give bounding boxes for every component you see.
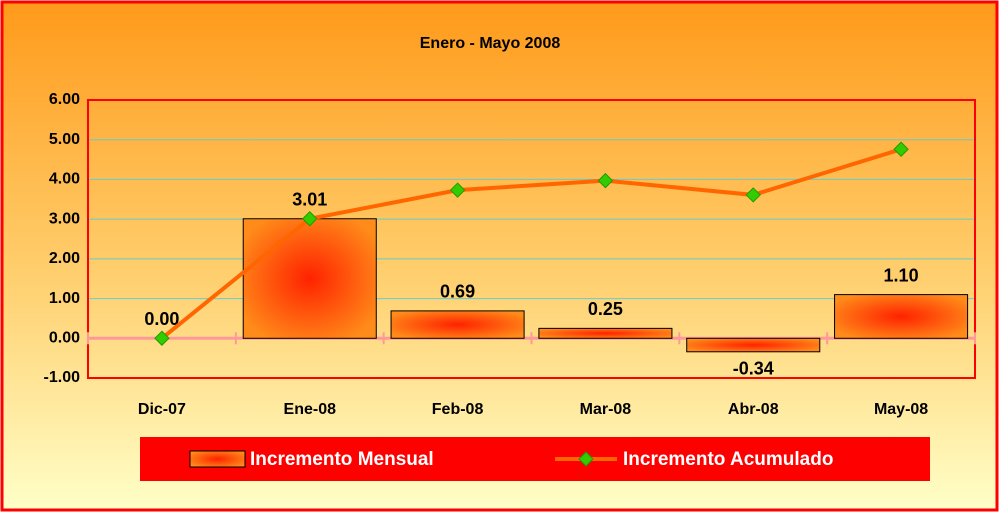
y-tick-label: 3.00 (49, 210, 80, 227)
y-tick-label: 0.00 (49, 330, 80, 347)
y-tick-label: 6.00 (49, 91, 80, 108)
data-label: -0.34 (733, 359, 774, 379)
legend-box (140, 437, 930, 481)
marker (893, 141, 909, 157)
y-tick-label: 1.00 (49, 290, 80, 307)
x-tick-label: Dic-07 (138, 401, 186, 418)
line (160, 147, 902, 340)
y-tick-label: 5.00 (49, 131, 80, 148)
data-label: 1.10 (884, 265, 919, 285)
x-tick-label: May-08 (874, 401, 928, 418)
x-tick-label: Feb-08 (432, 401, 484, 418)
marker (302, 211, 318, 227)
bar (242, 218, 377, 339)
y-tick-label: 2.00 (49, 250, 80, 267)
legend-marker (578, 451, 594, 467)
legend-label: Incremento Acumulado (623, 449, 833, 470)
chart-title: Enero - Mayo 2008 (420, 35, 561, 52)
bar (538, 327, 673, 339)
legend-label: Incremento Mensual (250, 449, 434, 470)
data-label: 0.25 (588, 299, 623, 319)
marker (449, 182, 466, 198)
bar (686, 337, 821, 353)
y-tick-label: -1.00 (44, 369, 81, 386)
legend (140, 437, 930, 481)
data-label: 0.00 (144, 309, 179, 329)
marker (745, 187, 761, 203)
marker (154, 330, 170, 346)
y-tick-label: 4.00 (49, 171, 80, 188)
legend-swatch (189, 450, 246, 468)
data-label: 0.69 (440, 282, 475, 302)
bar (834, 294, 969, 339)
marker (597, 172, 614, 189)
data-label: 3.01 (292, 189, 327, 209)
x-tick-label: Abr-08 (728, 401, 779, 418)
bar (390, 310, 525, 339)
plot-area (87, 99, 976, 379)
x-tick-label: Ene-08 (284, 401, 337, 418)
x-tick-label: Mar-08 (580, 401, 632, 418)
